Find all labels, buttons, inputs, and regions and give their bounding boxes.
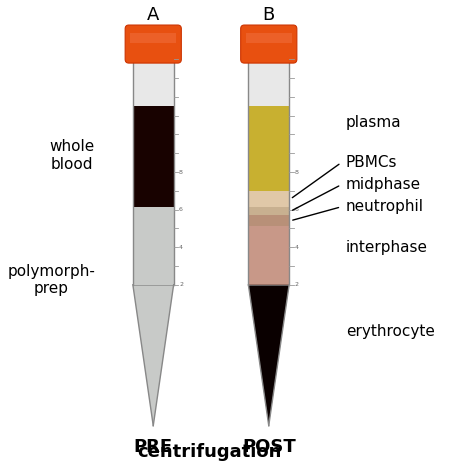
Text: PRE: PRE [134,438,173,456]
Text: whole
blood: whole blood [49,139,94,172]
Polygon shape [248,285,289,426]
Text: 6: 6 [179,207,183,212]
Polygon shape [133,285,173,426]
Bar [248,226,289,285]
Text: PBMCs: PBMCs [346,155,397,170]
Polygon shape [248,285,289,426]
FancyBboxPatch shape [125,25,182,63]
Text: B: B [263,6,275,24]
Bar [248,59,289,285]
Text: 2: 2 [294,282,299,287]
Bar [133,59,173,285]
Bar [248,215,289,226]
Polygon shape [133,285,173,426]
Bar [246,33,292,43]
Text: A: A [147,6,159,24]
FancyBboxPatch shape [241,25,297,63]
Text: 8: 8 [179,170,183,174]
Text: neutrophil: neutrophil [346,199,424,214]
Bar [248,207,289,215]
Bar [130,33,176,43]
Bar [248,106,289,191]
Text: 8: 8 [294,170,299,174]
Text: 4: 4 [294,245,299,250]
Text: plasma: plasma [346,115,401,130]
Text: 2: 2 [179,282,183,287]
Text: interphase: interphase [346,240,428,255]
Text: 4: 4 [179,245,183,250]
Text: 6: 6 [294,207,299,212]
Bar [133,106,173,207]
Text: erythrocyte: erythrocyte [346,324,435,339]
Text: POST: POST [242,438,296,456]
Bar [133,207,173,285]
Text: midphase: midphase [346,177,421,192]
Text: centrifugation: centrifugation [137,443,282,461]
Bar [248,191,289,207]
Text: polymorph-
prep: polymorph- prep [8,264,95,296]
